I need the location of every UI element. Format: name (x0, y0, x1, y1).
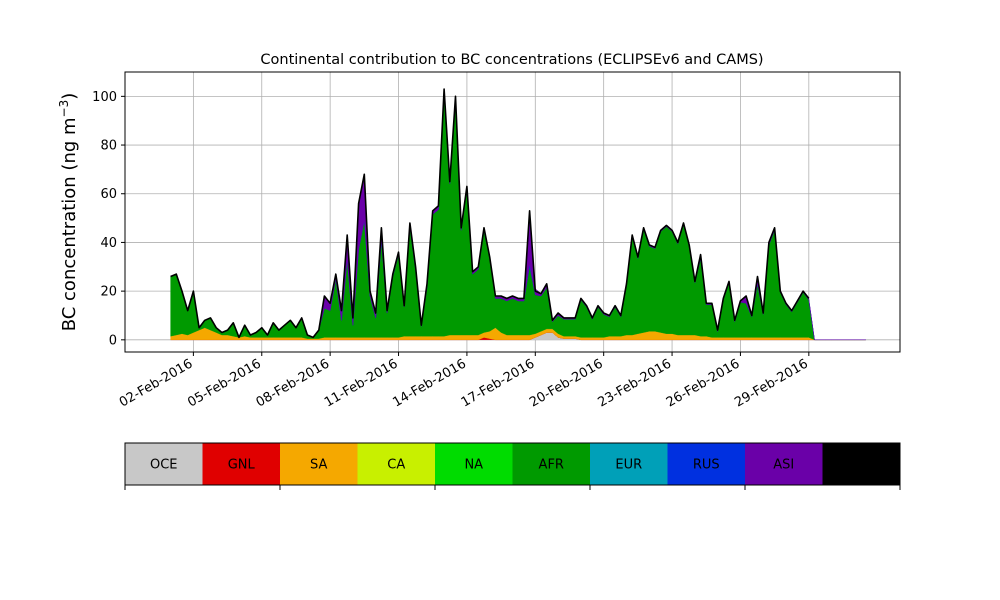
x-tick-label: 02-Feb-2016 (117, 356, 196, 410)
legend-label-gnl: GNL (228, 458, 256, 473)
y-tick-label: 100 (92, 90, 117, 105)
legend-label-afr: AFR (539, 458, 564, 473)
y-axis-label-exponent: −3 (57, 100, 71, 118)
legend-label-ca: CA (387, 458, 405, 473)
legend-frame (124, 442, 901, 486)
legend-swatch-eur (590, 443, 668, 485)
legend-colorbar: OCE GNL SA CA NA AFR EUR RUS ASI AUS (124, 442, 901, 490)
legend-swatch-aus (822, 443, 901, 485)
x-tick-label: 05-Feb-2016 (185, 356, 264, 410)
legend-swatch-asi (745, 443, 823, 485)
total-line (170, 88, 810, 339)
y-axis-label-close: ) (59, 93, 80, 100)
legend-label-asi: ASI (773, 458, 794, 473)
legend-swatch-oce (125, 443, 203, 485)
y-tick-label: 60 (100, 187, 117, 202)
y-tick-label: 0 (109, 333, 117, 348)
x-tick-label: 20-Feb-2016 (527, 356, 606, 410)
x-tick-label: 29-Feb-2016 (732, 356, 811, 410)
y-tick-label: 40 (100, 236, 117, 251)
x-axis: 02-Feb-201605-Feb-201608-Feb-201611-Feb-… (117, 352, 811, 410)
x-tick-label: 11-Feb-2016 (322, 356, 401, 410)
chart-title: Continental contribution to BC concentra… (260, 52, 763, 68)
x-tick-label: 26-Feb-2016 (664, 356, 743, 410)
total-concentration-line (170, 88, 810, 339)
y-axis: 0 20 40 60 80 100 (92, 90, 125, 348)
legend-swatch-rus (667, 443, 746, 485)
legend-label-aus: AUS (848, 458, 875, 473)
legend-label-rus: RUS (693, 458, 720, 473)
y-axis-label-text: BC concentration (ng m (59, 117, 80, 331)
legend-label-na: NA (464, 458, 483, 473)
y-tick-label: 20 (100, 285, 117, 300)
x-tick-label: 08-Feb-2016 (254, 356, 333, 410)
legend-swatch-na (435, 443, 513, 485)
legend-label-eur: EUR (615, 458, 642, 473)
x-tick-label: 14-Feb-2016 (390, 356, 469, 410)
x-tick-label: 23-Feb-2016 (596, 356, 675, 410)
legend-label-oce: OCE (150, 458, 178, 473)
legend-swatch-sa (280, 443, 358, 485)
y-tick-label: 80 (100, 139, 117, 154)
x-tick-label: 17-Feb-2016 (459, 356, 538, 410)
legend-swatch-gnl (202, 443, 281, 485)
legend-swatch-afr (512, 443, 591, 485)
plot-frame (124, 71, 901, 353)
legend-label-sa: SA (310, 458, 327, 473)
y-axis-label: BC concentration (ng m−3) (57, 93, 80, 332)
legend-swatch-ca (357, 443, 436, 485)
